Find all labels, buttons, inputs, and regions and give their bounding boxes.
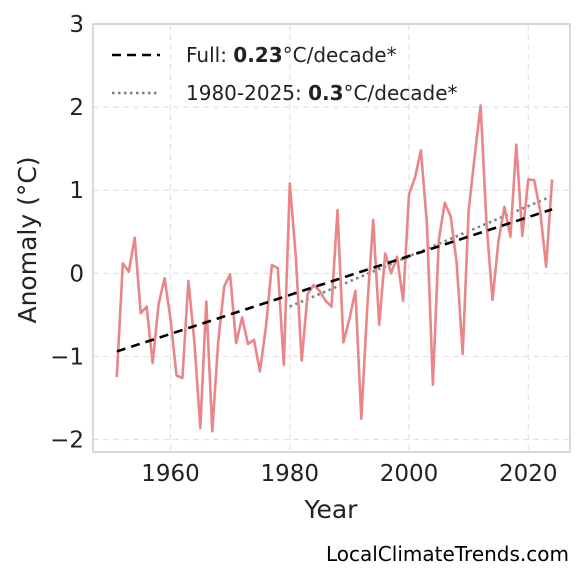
x-tick-label: 2020: [499, 461, 558, 487]
y-tick-label: 3: [69, 12, 84, 38]
full-trend: [116, 208, 553, 353]
y-tick-label: −1: [50, 344, 84, 370]
anomaly-series: [115, 104, 554, 433]
y-tick-label: 1: [69, 178, 84, 204]
legend-full-value: 0.23: [233, 43, 282, 67]
full-trend-line: [116, 208, 553, 353]
legend-recent-suffix: °C/decade*: [344, 81, 458, 105]
x-axis-title: Year: [304, 495, 359, 524]
legend: Full: 0.23°C/decade* 1980-2025: 0.3°C/de…: [112, 43, 458, 105]
x-tick-label: 1980: [260, 461, 319, 487]
legend-full-label: Full: 0.23°C/decade*: [186, 43, 397, 67]
legend-recent-prefix: 1980-2025:: [186, 81, 308, 105]
y-tick-label: −2: [50, 428, 84, 454]
grid-lines: [93, 23, 570, 452]
y-tick-label: 2: [69, 95, 84, 121]
y-axis-ticks: −2 −1 0 1 2 3: [50, 12, 84, 454]
source-credit: LocalClimateTrends.com: [325, 542, 569, 566]
legend-recent-label: 1980-2025: 0.3°C/decade*: [186, 81, 458, 105]
y-axis-title: Anomaly (°C): [13, 156, 42, 323]
anomaly-line: [115, 104, 554, 433]
x-tick-label: 2000: [380, 461, 439, 487]
x-tick-label: 1960: [141, 461, 200, 487]
y-tick-label: 0: [69, 261, 84, 287]
x-axis-ticks: 1960 1980 2000 2020: [141, 461, 557, 487]
legend-full-suffix: °C/decade*: [283, 43, 397, 67]
legend-recent-value: 0.3: [308, 81, 343, 105]
plot-frame: [92, 23, 571, 453]
legend-full-prefix: Full:: [186, 43, 233, 67]
